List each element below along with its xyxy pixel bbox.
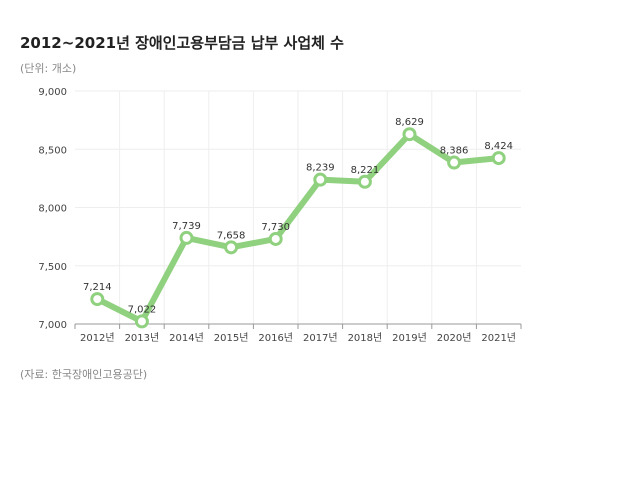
x-axis: 2012년 2013년 2014년 2015년 2016년 2017년 2018년 2019년… [74, 323, 522, 344]
grid-lines [75, 90, 521, 324]
data-point[interactable] [491, 151, 506, 166]
data-label: 8,239 [306, 163, 335, 174]
unit-note: (단위: 개소) [20, 62, 77, 75]
x-tick-label: 2018년 [348, 332, 383, 344]
x-tick-label: 2014년 [169, 332, 204, 344]
x-tick-label: 2019년 [392, 332, 427, 344]
data-label: 8,221 [351, 165, 380, 176]
data-label: 7,214 [83, 282, 112, 293]
data-point[interactable] [447, 155, 462, 170]
data-label: 8,629 [395, 117, 424, 128]
data-label: 8,386 [440, 146, 469, 157]
y-tick-label: 8,500 [38, 145, 67, 156]
x-tick-label: 2013년 [125, 332, 160, 344]
data-label: 8,424 [484, 141, 513, 152]
x-tick-label: 2017년 [303, 332, 338, 344]
x-tick-label: 2020년 [437, 332, 472, 344]
data-point[interactable] [268, 231, 283, 246]
data-point[interactable] [224, 240, 239, 255]
x-tick-label: 2016년 [258, 332, 293, 344]
x-tick-label: 2021년 [481, 332, 516, 344]
y-tick-label: 8,000 [38, 204, 67, 215]
x-tick-label: 2015년 [214, 332, 249, 344]
chart-title: 2012~2021년 장애인고용부담금 납부 사업체 수 [20, 34, 344, 52]
data-label: 7,739 [172, 221, 201, 232]
data-point[interactable] [357, 174, 372, 189]
series-line [94, 131, 502, 325]
y-axis: 7,000 7,500 8,000 8,500 9,000 [38, 87, 67, 331]
data-label: 7,022 [128, 304, 157, 315]
data-point[interactable] [313, 172, 328, 187]
data-label: 7,658 [217, 230, 246, 241]
data-point[interactable] [179, 230, 194, 245]
data-point[interactable] [134, 314, 149, 329]
data-labels-group: 7,214 7,022 7,739 7,658 7,730 8,239 8,221 8,629… [83, 117, 513, 315]
y-tick-label: 7,500 [38, 262, 67, 273]
data-point[interactable] [90, 292, 105, 307]
y-tick-label: 7,000 [38, 320, 67, 331]
series-line-group [94, 131, 502, 325]
points-group [90, 127, 506, 329]
data-point[interactable] [402, 127, 417, 142]
source-note: (자료: 한국장애인고용공단) [20, 368, 148, 381]
y-tick-label: 9,000 [38, 87, 67, 98]
data-label: 7,730 [261, 222, 290, 233]
x-tick-label: 2012년 [80, 332, 115, 344]
